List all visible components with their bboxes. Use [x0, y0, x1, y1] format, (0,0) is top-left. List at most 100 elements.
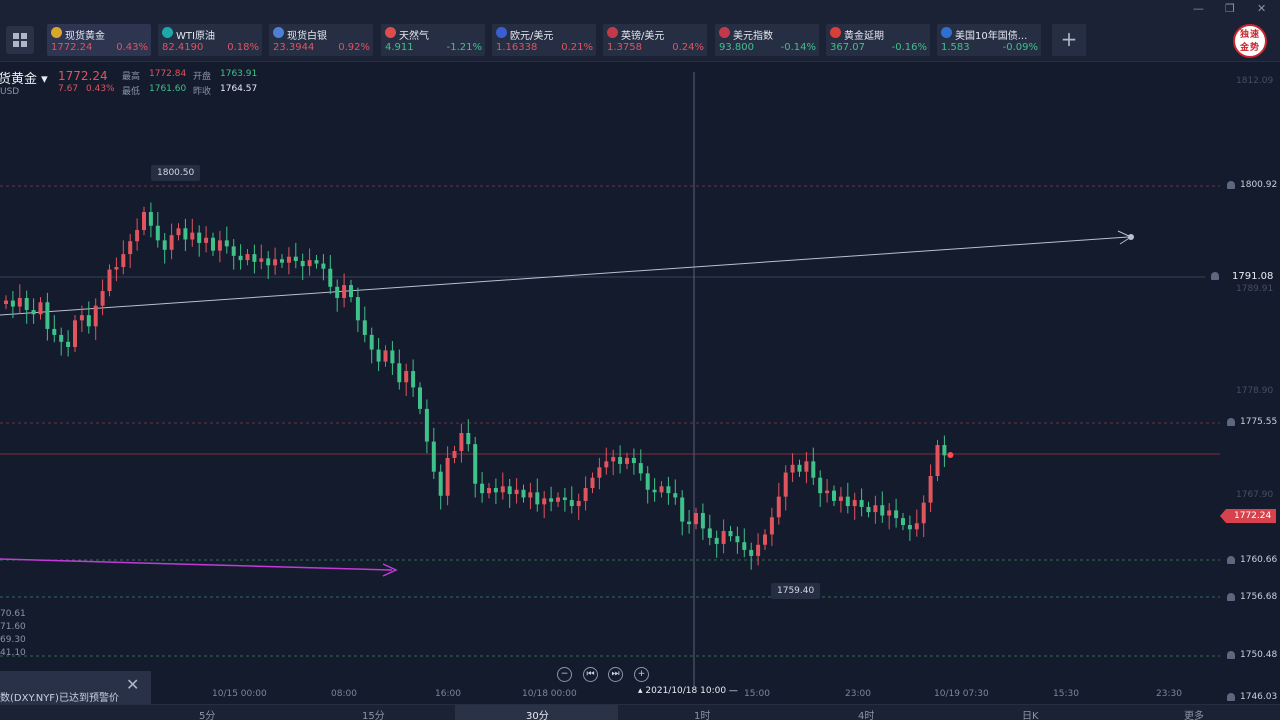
candle-body [659, 486, 664, 493]
candle-body [59, 334, 64, 342]
ticker-item[interactable]: 现货白银 23.3944 0.92% [269, 24, 373, 56]
prev-close-value: 1764.57 [220, 84, 258, 94]
candle-body [135, 230, 140, 242]
candle-body [680, 497, 685, 522]
candle-body [424, 408, 429, 442]
candle-body [307, 260, 312, 267]
open-value: 1763.91 [220, 69, 258, 79]
period-0[interactable]: 5分 [199, 711, 216, 720]
low-value: 1761.60 [149, 84, 187, 94]
candle-body [721, 531, 726, 544]
alert-close-icon[interactable]: ✕ [126, 675, 140, 694]
candle-body [866, 506, 871, 513]
candle-body [852, 500, 857, 507]
ticker-price: 82.4190 [162, 42, 204, 53]
low-label: 最低 [122, 87, 141, 97]
ticker-item[interactable]: 黄金延期 367.07 -0.16% [826, 24, 930, 56]
ticker-item[interactable]: WTI原油 82.4190 0.18% [158, 24, 262, 56]
left-axis-label: 71.60 [0, 622, 26, 632]
scroll-start-button[interactable]: ⏮ [583, 667, 598, 682]
candle-body [487, 488, 491, 494]
period-4[interactable]: 4时 [858, 711, 875, 720]
open-label: 开盘 [193, 72, 212, 82]
magenta-arrow-line [0, 558, 393, 571]
left-axis-label: 70.61 [0, 609, 26, 619]
period-5[interactable]: 日K [1022, 711, 1039, 720]
bell-icon[interactable] [1211, 272, 1219, 280]
price-value: 1812.09 [1236, 76, 1274, 86]
candle-body [542, 498, 547, 505]
candle-body [818, 477, 823, 494]
candle-body [252, 254, 257, 262]
ticker-change: -1.21% [446, 42, 482, 53]
window-close-icon[interactable]: ✕ [1257, 2, 1267, 15]
candle-body [335, 286, 340, 298]
candle-body [914, 523, 919, 530]
bell-icon[interactable] [1227, 693, 1235, 701]
symbol-change-pct: 0.43% [86, 84, 115, 94]
ticker-item[interactable]: 美元指数 93.800 -0.14% [715, 24, 819, 56]
candle-body [342, 285, 347, 298]
symbol-unit: USD [0, 87, 20, 97]
period-3[interactable]: 1时 [694, 711, 711, 720]
ticker-item[interactable]: 美国10年国债... 1.583 -0.09% [937, 24, 1041, 56]
ticker-item[interactable]: 现货黄金 1772.24 0.43% [47, 24, 151, 56]
candle-body [17, 297, 22, 307]
candle-body [894, 510, 899, 519]
price-axis-label: 1812.09 [1236, 76, 1273, 86]
period-2[interactable]: 30分 [526, 711, 549, 720]
last-price-dot [947, 452, 954, 458]
candle-body [238, 255, 243, 261]
candle-body [245, 254, 250, 261]
menu-grid-icon[interactable] [6, 26, 34, 54]
ticker-price: 1772.24 [51, 42, 93, 53]
period-1[interactable]: 15分 [362, 711, 385, 720]
add-ticker-button[interactable]: + [1052, 24, 1086, 56]
ticker-price: 1.583 [941, 42, 970, 53]
candle-body [411, 371, 416, 388]
zoom-in-button[interactable]: + [634, 667, 649, 682]
gold-icon [51, 27, 62, 38]
candle-body [921, 502, 926, 524]
candle-body [418, 387, 422, 409]
candle-body [73, 320, 77, 347]
zoom-out-button[interactable]: − [557, 667, 572, 682]
bell-icon[interactable] [1227, 556, 1235, 564]
ticker-change: 0.18% [227, 42, 259, 53]
symbol-name[interactable]: 货黄金 ▾ [0, 72, 48, 87]
bell-icon[interactable] [1227, 651, 1235, 659]
chart-canvas[interactable] [0, 62, 1280, 702]
magenta-arrow-head [382, 563, 398, 577]
ticker-name: 黄金延期 [844, 31, 884, 42]
ticker-price: 4.911 [385, 42, 414, 53]
candle-body [155, 225, 160, 241]
period-6[interactable]: 更多 [1184, 711, 1204, 720]
candle-body [466, 432, 471, 445]
candle-body [107, 269, 112, 292]
ticker-item[interactable]: 天然气 4.911 -1.21% [381, 24, 485, 56]
ticker-change: 0.24% [672, 42, 704, 53]
ticker-change: 0.21% [561, 42, 593, 53]
scroll-end-button[interactable]: ⏭ [608, 667, 623, 682]
candle-body [714, 537, 719, 544]
trend-line [0, 236, 1129, 316]
alert-text: 数(DXY.NYF)已达到预警价 [0, 693, 119, 704]
price-chart[interactable]: 1812.09 1800.92 1789.91 1778.90 1775.55 1767.… [0, 62, 1280, 702]
ticker-price: 93.800 [719, 42, 754, 53]
restore-icon[interactable]: ❐ [1225, 2, 1235, 15]
candle-body [169, 235, 174, 250]
ticker-item[interactable]: 英镑/美元 1.3758 0.24% [603, 24, 707, 56]
bell-icon[interactable] [1227, 181, 1235, 189]
bell-icon[interactable] [1227, 593, 1235, 601]
bell-icon[interactable] [1227, 418, 1235, 426]
minimize-icon[interactable]: — [1193, 2, 1204, 15]
candle-body [452, 451, 457, 458]
candle-body [431, 441, 436, 472]
ticker-name: 现货白银 [287, 31, 327, 42]
ticker-item[interactable]: 欧元/美元 1.16338 0.21% [492, 24, 596, 56]
candle-body [38, 302, 43, 315]
price-value: 1791.08 [1232, 271, 1274, 282]
candle-body [638, 463, 643, 474]
china-gold-icon [830, 27, 841, 38]
